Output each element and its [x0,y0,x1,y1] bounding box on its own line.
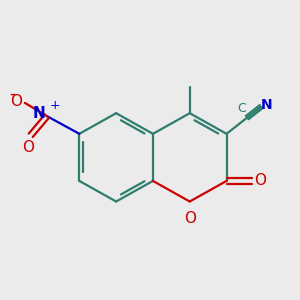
Text: O: O [184,211,196,226]
Text: O: O [254,173,266,188]
Text: +: + [50,99,60,112]
Text: N: N [33,106,46,121]
Text: N: N [260,98,272,112]
Text: O: O [10,94,22,109]
Text: -: - [10,85,15,103]
Text: O: O [22,140,34,155]
Text: C: C [238,102,246,115]
